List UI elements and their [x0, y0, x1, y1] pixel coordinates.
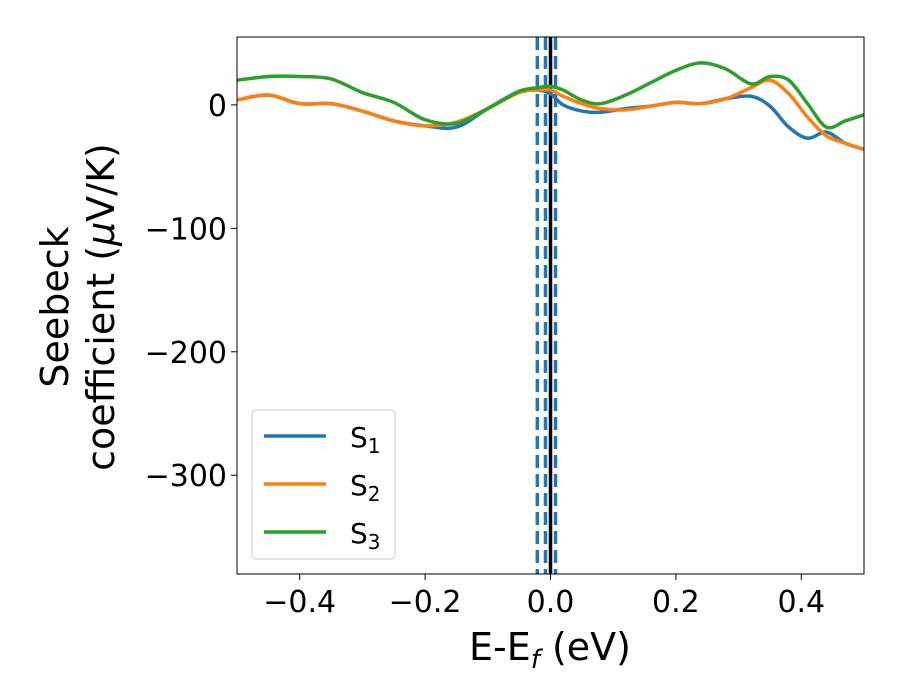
- x-tick-label: −0.2: [389, 585, 462, 620]
- svg-text:coefficient (μV/K): coefficient (μV/K): [79, 143, 123, 471]
- x-tick-label: 0.2: [652, 585, 700, 620]
- y-tick-label: −300: [145, 459, 227, 494]
- y-tick-label: −200: [145, 336, 227, 371]
- y-tick-label: 0: [208, 89, 227, 124]
- y-tick-label: −100: [145, 212, 227, 247]
- x-tick-label: 0.0: [527, 585, 575, 620]
- y-axis-label: Seebeck coefficient (μV/K): [33, 143, 123, 471]
- legend-label-s3: S3: [350, 517, 381, 554]
- axes: −0.4 −0.2 0.0 0.2 0.4 0 −100 −200 −300: [145, 36, 865, 620]
- x-axis-label-unit: (eV): [540, 625, 631, 669]
- legend-label-s2: S2: [350, 469, 381, 506]
- fermi-lines: [535, 37, 558, 574]
- legend-label-s1: S1: [350, 421, 381, 458]
- svg-text:Seebeck: Seebeck: [33, 226, 77, 387]
- legend: S1 S2 S3: [251, 409, 396, 560]
- series-lines: [237, 61, 864, 152]
- series-line-s3: [237, 61, 864, 130]
- x-axis-label-main: E-E: [469, 625, 531, 669]
- series-line-s2: [237, 78, 864, 152]
- y-axis-label-mu: μ: [79, 222, 123, 247]
- y-axis-label-line1: Seebeck: [33, 226, 77, 387]
- x-tick-label: 0.4: [777, 585, 825, 620]
- y-axis-label-unit: V/K): [79, 143, 123, 222]
- y-axis-label-line2: coefficient (: [79, 246, 123, 471]
- x-tick-label: −0.4: [263, 585, 336, 620]
- x-axis-label: E-Ef (eV): [469, 625, 631, 675]
